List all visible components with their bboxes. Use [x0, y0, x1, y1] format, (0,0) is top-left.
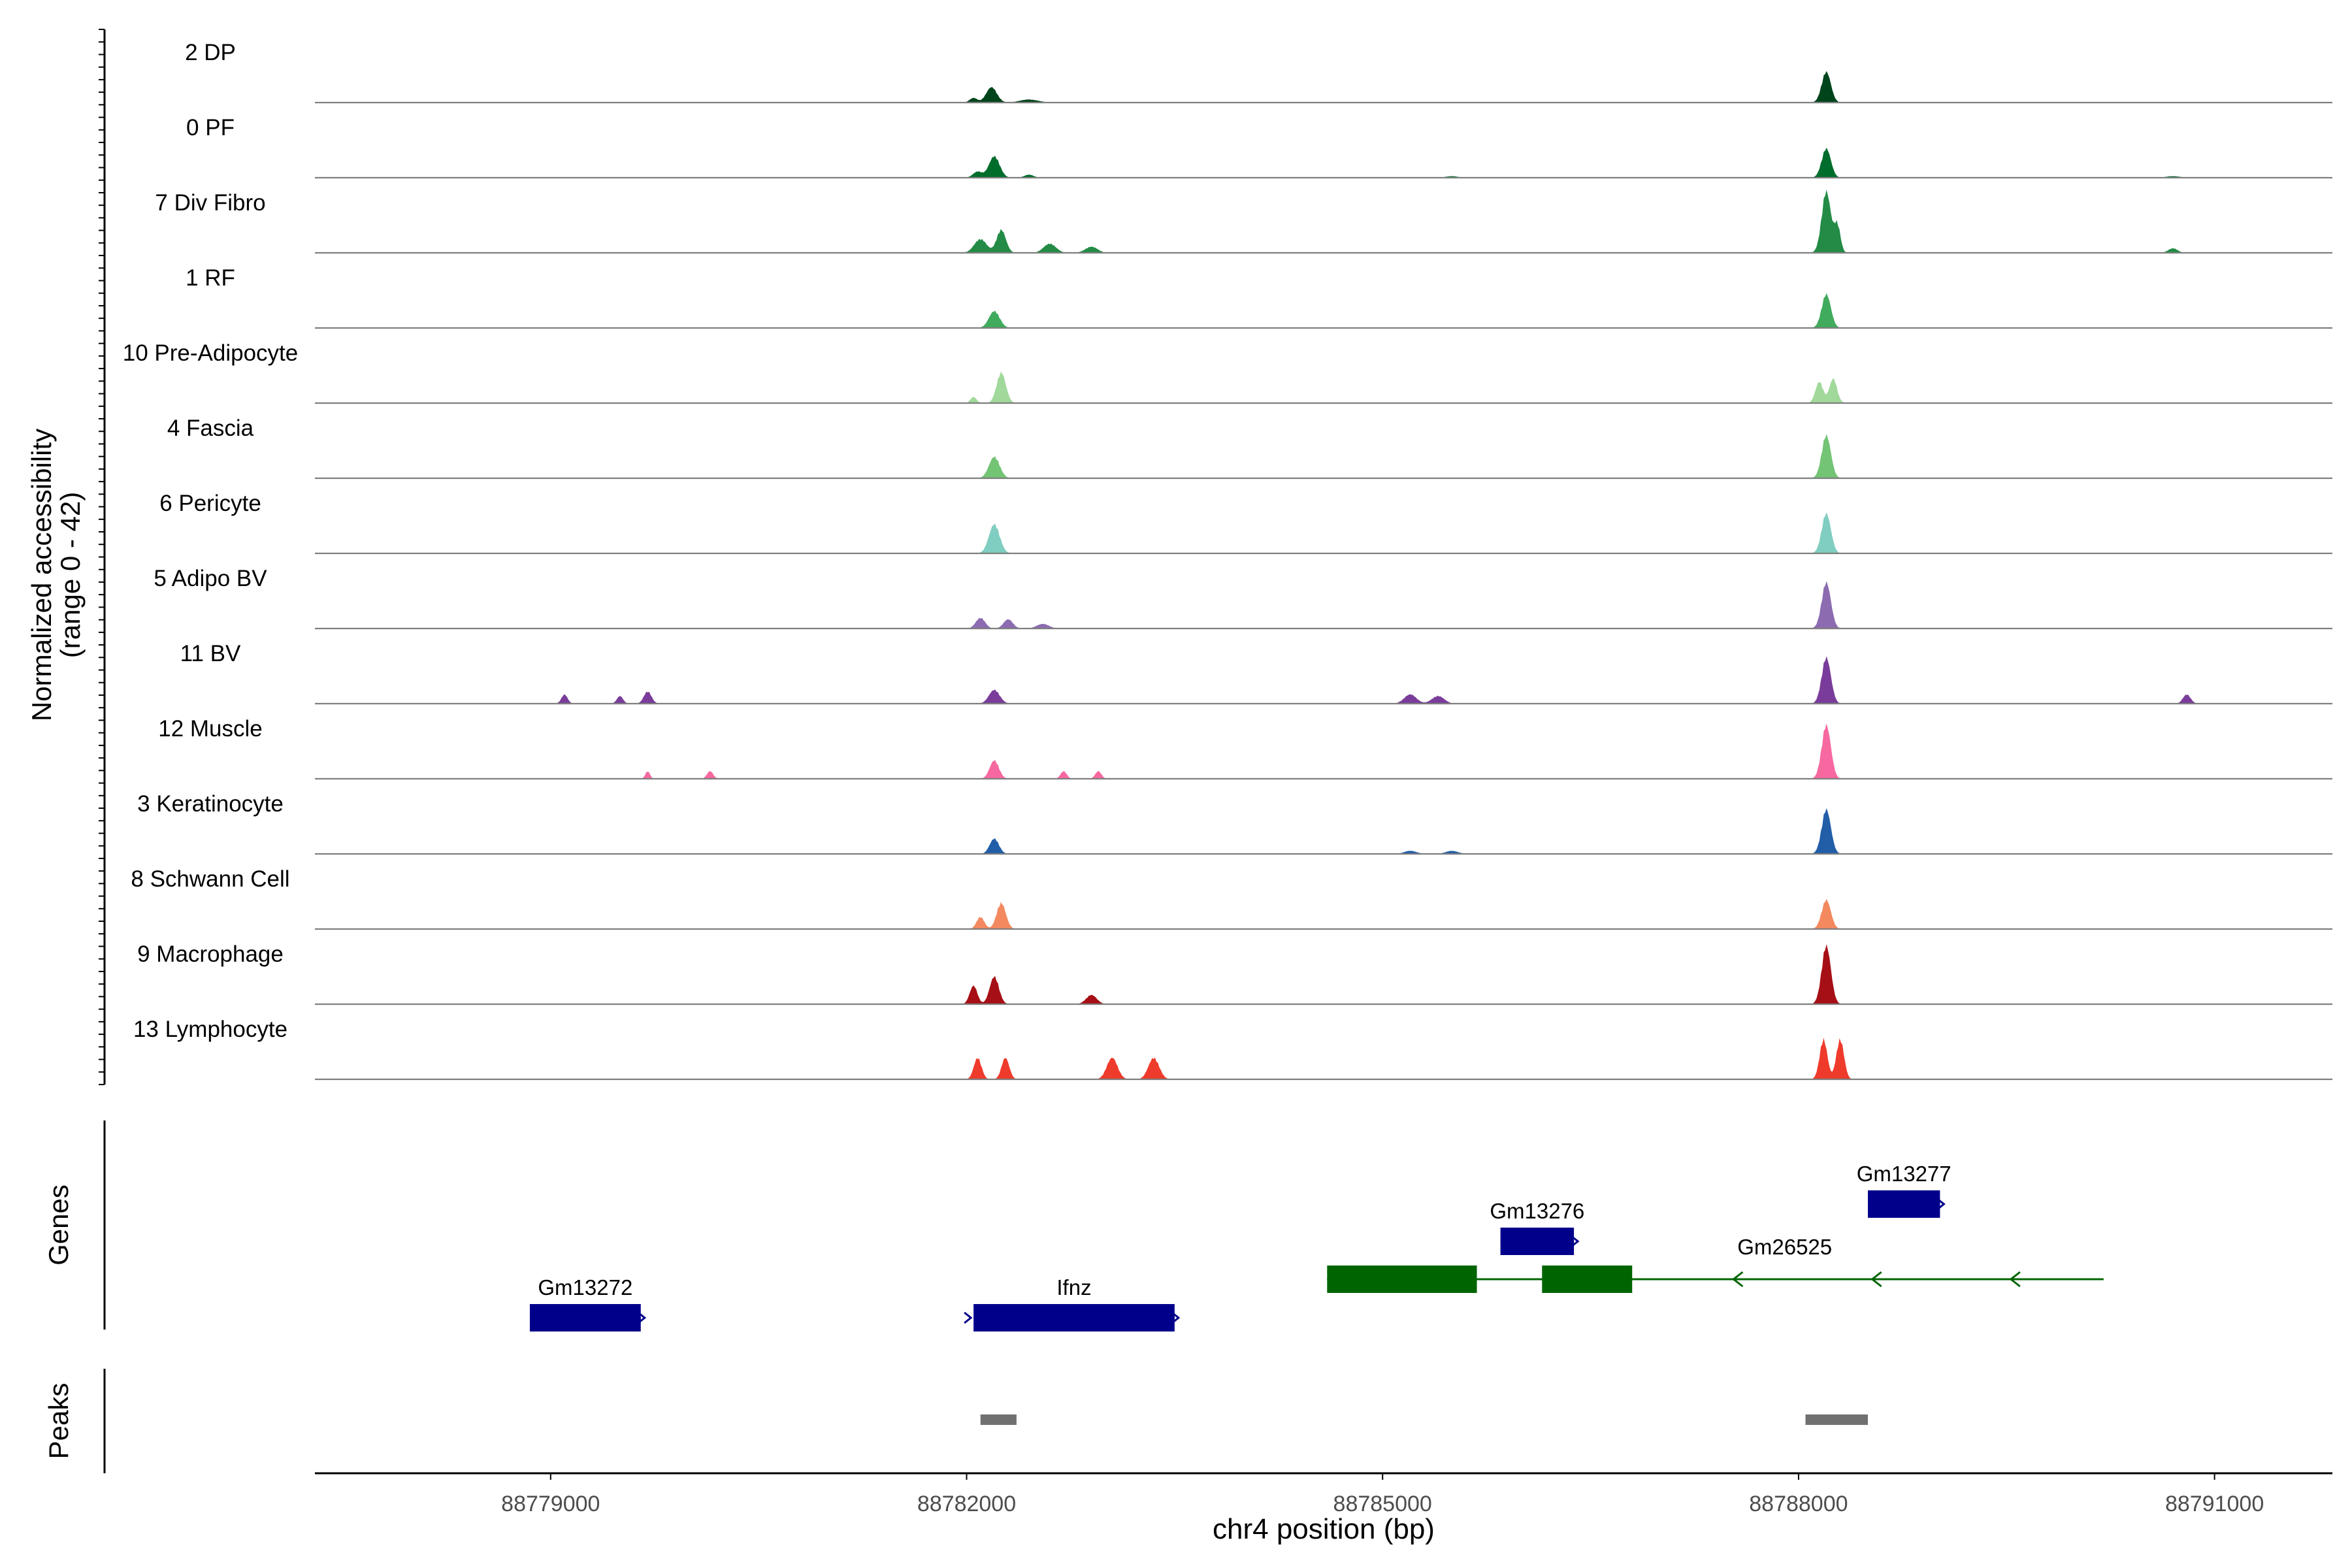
x-tick-label: 88791000: [2165, 1492, 2264, 1516]
track-label: 12 Muscle: [158, 716, 263, 742]
track-label: 2 DP: [185, 40, 236, 65]
coverage-area: [315, 581, 2332, 629]
coverage-area: [315, 512, 2332, 553]
track-2-dp: 2 DP: [185, 40, 2332, 104]
gene-exon: [1327, 1266, 1477, 1293]
strand-arrow: [637, 1311, 647, 1324]
gene-gm13277: Gm13277: [1857, 1162, 1952, 1218]
track-label: 5 Adipo BV: [154, 566, 267, 591]
coverage-area: [315, 434, 2332, 478]
genes-panel-label: Genes: [43, 1184, 74, 1266]
axes-layer: [99, 29, 106, 1473]
x-tick-label: 88785000: [1333, 1492, 1432, 1516]
track-12-muscle: 12 Muscle: [158, 716, 2332, 780]
coverage-area: [315, 71, 2332, 103]
track-label: 10 Pre-Adipocyte: [123, 340, 298, 366]
track-5-adipo-bv: 5 Adipo BV: [154, 566, 2332, 630]
coverage-area: [315, 148, 2332, 178]
gene-label: Gm13272: [538, 1275, 632, 1299]
coverage-area: [315, 723, 2332, 779]
track-11-bv: 11 BV: [180, 641, 2332, 705]
coverage-area: [315, 656, 2332, 704]
track-7-div-fibro: 7 Div Fibro: [155, 189, 2332, 254]
gene-label: Gm13277: [1857, 1162, 1952, 1186]
coverage-area: [315, 899, 2332, 929]
track-label: 3 Keratinocyte: [137, 791, 284, 817]
strand-arrow: [1731, 1271, 1744, 1288]
y-axis-title-line2: (range 0 - 42): [55, 492, 86, 658]
strand-arrow: [1870, 1271, 1882, 1288]
strand-arrow: [1571, 1235, 1580, 1248]
track-6-pericyte: 6 Pericyte: [159, 491, 2332, 555]
coverage-area: [315, 944, 2332, 1004]
track-label: 9 Macrophage: [137, 941, 284, 967]
track-10-pre-adipocyte: 10 Pre-Adipocyte: [123, 340, 2332, 404]
track-3-keratinocyte: 3 Keratinocyte: [137, 791, 2332, 855]
coverage-area: [315, 808, 2332, 854]
track-13-lymphocyte: 13 Lymphocyte: [133, 1017, 2332, 1081]
strand-arrow: [1171, 1311, 1181, 1324]
gene-ifnz: Ifnz: [973, 1275, 1181, 1331]
gene-exon: [1500, 1228, 1575, 1255]
track-1-rf: 1 RF: [186, 265, 2332, 329]
y-axis-title: Normalized accessibility: [26, 429, 57, 721]
track-label: 7 Div Fibro: [155, 190, 265, 216]
gene-track: Gm13272 Ifnz Gm26525 Gm13276 Gm13277: [529, 1162, 2104, 1331]
strand-arrow: [2009, 1271, 2021, 1288]
peak-region: [1805, 1414, 1869, 1425]
gene-exon: [1542, 1266, 1633, 1293]
coverage-area: [315, 189, 2332, 253]
gene-label: Gm13276: [1490, 1199, 1584, 1223]
peak-region: [980, 1414, 1017, 1425]
x-tick-label: 88779000: [501, 1492, 600, 1516]
track-label: 8 Schwann Cell: [131, 866, 289, 892]
track-label: 4 Fascia: [167, 416, 254, 441]
x-axis: 88779000 88782000 88785000 88788000 88791000: [315, 1472, 2332, 1516]
coverage-tracks: 2 DP 0 PF 7 Div Fibro 1 RF 10 Pre-Adipocyte 4…: [123, 40, 2332, 1081]
gene-exon: [1868, 1190, 1940, 1218]
track-label: 6 Pericyte: [159, 491, 261, 516]
coverage-area: [315, 371, 2332, 403]
y-axis-title-line1: Normalized accessibility: [26, 429, 57, 721]
track-label: 13 Lymphocyte: [133, 1017, 287, 1042]
track-label: 0 PF: [186, 115, 235, 140]
gene-exon: [529, 1304, 641, 1331]
strand-arrow: [964, 1311, 973, 1324]
track-label: 11 BV: [180, 641, 241, 666]
track-0-pf: 0 PF: [186, 115, 2332, 179]
gene-label: Gm26525: [1737, 1235, 1832, 1259]
gene-exon: [973, 1304, 1175, 1331]
strand-arrow: [1936, 1198, 1946, 1211]
x-tick-label: 88788000: [1749, 1492, 1848, 1516]
track-8-schwann-cell: 8 Schwann Cell: [131, 866, 2332, 930]
peak-track: [980, 1414, 1869, 1425]
coverage-area: [315, 1037, 2332, 1079]
x-axis-title: chr4 position (bp): [1213, 1513, 1435, 1545]
gene-gm26525: Gm26525: [1327, 1235, 2104, 1293]
track-9-macrophage: 9 Macrophage: [137, 941, 2332, 1005]
peaks-panel-label: Peaks: [43, 1383, 74, 1460]
gene-label: Ifnz: [1056, 1275, 1091, 1299]
coverage-area: [315, 293, 2332, 328]
track-4-fascia: 4 Fascia: [167, 416, 2332, 480]
x-tick-label: 88782000: [917, 1492, 1016, 1516]
gene-gm13272: Gm13272: [529, 1275, 647, 1331]
track-label: 1 RF: [186, 265, 235, 291]
gene-gm13276: Gm13276: [1490, 1199, 1584, 1255]
